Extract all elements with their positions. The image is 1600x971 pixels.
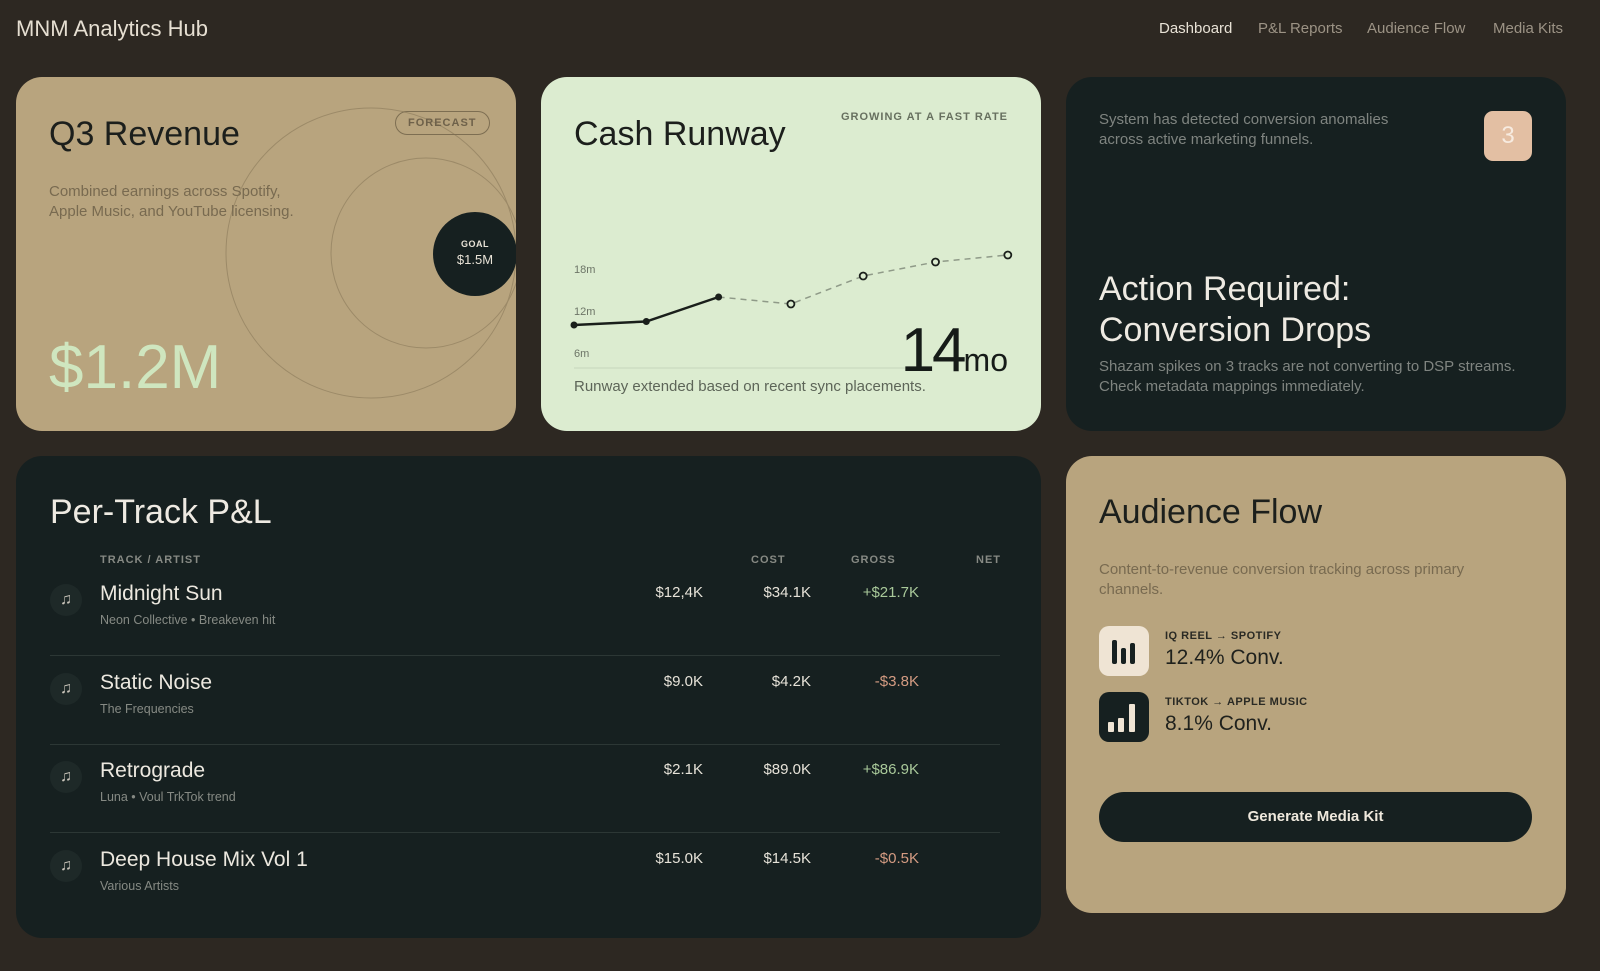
flow-value: 8.1% Conv. [1165, 712, 1272, 735]
projected-point [931, 257, 940, 267]
alert-card: System has detected conversion anomalies… [1066, 77, 1566, 431]
cost-value: $9.0K [663, 672, 703, 690]
music-note-icon: ♫ [50, 672, 82, 705]
gross-value: $89.0K [763, 761, 811, 778]
runway-chart: 18m 12m 6m [570, 250, 1013, 369]
column-header-gross: GROSS [851, 554, 896, 566]
actual-point [642, 318, 650, 325]
alert-body: Shazam spikes on 3 tracks are not conver… [1099, 358, 1516, 395]
q3-revenue-card: Q3 Revenue FORECAST Combined earnings ac… [16, 77, 516, 431]
audience-description: Content-to-revenue conversion tracking a… [1099, 561, 1465, 598]
decorative-circles [225, 107, 516, 399]
alert-title-line2: Conversion Drops [1099, 311, 1372, 349]
track-name: Retrograde [100, 759, 206, 782]
track-name: Midnight Sun [100, 582, 223, 605]
forecast-badge: FORECAST [395, 111, 490, 135]
nav-dashboard[interactable]: Dashboard [1159, 20, 1233, 37]
nav-media-kits[interactable]: Media Kits [1493, 20, 1564, 37]
column-header-track: TRACK / ARTIST [100, 554, 201, 566]
track-name: Deep House Mix Vol 1 [100, 847, 308, 871]
track-artist: Various Artists [100, 878, 179, 893]
y-tick-label: 6m [574, 348, 589, 360]
card-title: Per-Track P&L [50, 493, 272, 531]
table-row[interactable]: ♫ Midnight Sun Neon Collective • Breakev… [50, 568, 1000, 656]
app-title: MNM Analytics Hub [16, 16, 208, 41]
anomaly-count-badge[interactable]: 3 [1484, 111, 1532, 161]
runway-value: 14mo [901, 315, 1008, 386]
runway-unit: mo [963, 342, 1008, 378]
table-row[interactable]: ♫ Static Noise The Frequencies $9.0K $4.… [50, 657, 1000, 745]
bar-chart-icon [1099, 626, 1149, 676]
per-track-pl-card: Per-Track P&L TRACK / ARTIST COST GROSS … [16, 456, 1041, 938]
track-name: Static Noise [100, 670, 213, 694]
flow-label: IQ REEL → SPOTIFY [1165, 630, 1282, 642]
track-artist: Luna • Voul TrkTok trend [100, 790, 236, 804]
y-tick-label: 18m [574, 264, 595, 276]
projection-line [718, 254, 1008, 305]
column-header-cost: COST [751, 554, 786, 566]
cost-value: $15.0K [655, 849, 703, 867]
projected-point [1003, 250, 1013, 260]
card-title: Audience Flow [1099, 493, 1323, 531]
track-artist: Neon Collective • Breakeven hit [100, 613, 276, 627]
y-tick-label: 12m [574, 306, 595, 318]
net-value: +$86.9K [862, 761, 919, 778]
revenue-description: Combined earnings across Spotify, Apple … [49, 183, 294, 220]
table-row[interactable]: ♫ Retrograde Luna • Voul TrkTok trend $2… [50, 745, 1000, 833]
gross-value: $34.1K [763, 584, 811, 601]
alert-title-line1: Action Required: [1099, 270, 1351, 308]
track-artist: The Frequencies [100, 701, 194, 716]
gross-value: $4.2K [771, 672, 811, 690]
actual-point [715, 293, 723, 301]
alert-title: Action Required: Conversion Drops [1099, 269, 1371, 351]
flow-label: TIKTOK → APPLE MUSIC [1165, 696, 1308, 708]
music-note-icon: ♫ [50, 761, 82, 793]
audience-flow-card: Audience Flow Content-to-revenue convers… [1066, 456, 1566, 913]
runway-number: 14 [900, 316, 967, 385]
actual-point [570, 321, 578, 329]
music-note-icon: ♫ [50, 584, 82, 616]
cash-runway-card: Cash Runway GROWING AT A FAST RATE 18m 12… [541, 77, 1041, 431]
column-header-net: NET [976, 554, 1001, 566]
alert-description: System has detected conversion anomalies… [1099, 111, 1389, 148]
goal-marker: GOAL $1.5M [433, 212, 516, 296]
card-title: Q3 Revenue [49, 115, 240, 153]
growth-status: GROWING AT A FAST RATE [840, 111, 1008, 123]
bar-chart-icon [1099, 692, 1149, 742]
flow-value: 12.4% Conv. [1165, 646, 1284, 669]
net-value: +$21.7K [862, 584, 919, 601]
projected-point [858, 271, 868, 281]
projected-point [786, 299, 796, 309]
generate-media-kit-button[interactable]: Generate Media Kit [1099, 792, 1532, 842]
goal-label: GOAL [461, 239, 489, 249]
gross-value: $14.5K [763, 849, 811, 867]
card-title: Cash Runway [574, 115, 786, 153]
nav-pl-reports[interactable]: P&L Reports [1258, 20, 1343, 37]
runway-caption: Runway extended based on recent sync pla… [574, 378, 926, 395]
goal-value: $1.5M [456, 252, 494, 267]
cost-value: $2.1K [663, 761, 703, 778]
cost-value: $12,4K [655, 584, 703, 601]
table-row[interactable]: ♫ Deep House Mix Vol 1 Various Artists $… [50, 834, 1000, 922]
nav-audience-flow[interactable]: Audience Flow [1367, 20, 1466, 37]
music-note-icon: ♫ [50, 849, 82, 882]
net-value: -$3.8K [874, 672, 919, 690]
net-value: -$0.5K [874, 849, 919, 867]
revenue-value: $1.2M [49, 333, 222, 402]
